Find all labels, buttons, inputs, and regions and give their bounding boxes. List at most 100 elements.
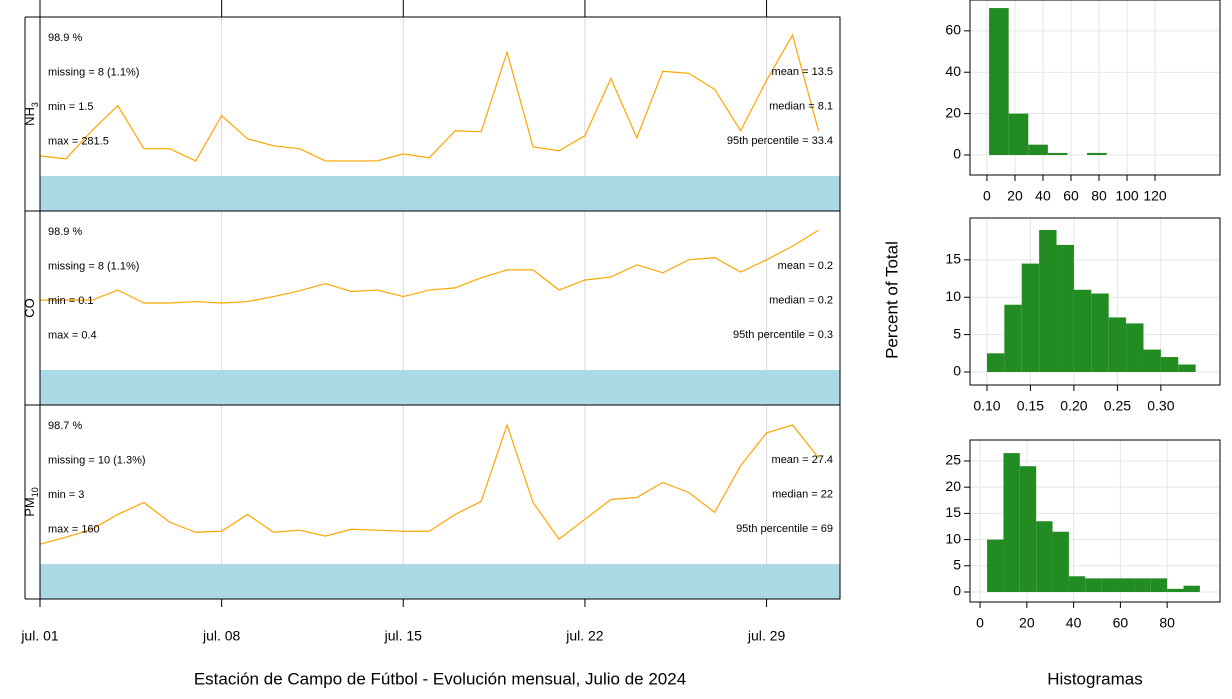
x-axis-title: Estación de Campo de Fútbol - Evolución …	[194, 669, 686, 688]
histogram-bar	[1036, 521, 1053, 592]
x-tick-label: 120	[1143, 188, 1167, 204]
x-tick-label: jul. 01	[20, 628, 59, 644]
histogram-bar	[1101, 578, 1119, 592]
plot-frame	[969, 439, 1221, 603]
panel-label-name: NH	[22, 107, 37, 126]
panel-label: NH3	[22, 102, 40, 126]
y-tick-label: 20	[945, 104, 961, 120]
capture-text: 98.9 %	[48, 226, 82, 238]
histogram-bar	[1004, 304, 1022, 372]
panel-label-name: PM	[22, 497, 37, 517]
data-capture-band	[40, 370, 840, 405]
panel-label-sub: 10	[30, 487, 40, 497]
histogram-bar	[1085, 578, 1102, 592]
y-tick-label: 0	[953, 583, 961, 599]
x-tick-label: 0	[983, 188, 991, 204]
stat-text: mean = 13.5	[772, 66, 833, 78]
stat-text: median = 0.2	[769, 294, 833, 306]
histogram-bar	[1150, 578, 1168, 592]
y-tick-label: 5	[953, 556, 961, 572]
stat-text: missing = 8 (1.1%)	[48, 66, 139, 78]
stat-text: min = 3	[48, 489, 84, 501]
panel-label: CO	[22, 298, 37, 318]
x-tick-label: jul. 22	[565, 628, 604, 644]
y-tick-label: 0	[953, 363, 961, 379]
y-tick-label: 20	[945, 478, 961, 494]
x-tick-label: 0.20	[1060, 398, 1087, 414]
stat-text: mean = 0.2	[778, 260, 833, 272]
histogram-bar	[1160, 357, 1179, 372]
x-axis-title: Histogramas	[1047, 669, 1142, 688]
histogram-bar	[986, 353, 1005, 372]
histogram-bar	[1183, 585, 1200, 592]
histogram-bar	[1178, 364, 1196, 372]
data-capture-band	[40, 176, 840, 211]
plot-frame	[969, 0, 1221, 176]
histogram-bar	[1087, 152, 1107, 156]
panel-label: PM10	[22, 487, 40, 517]
stat-text: min = 1.5	[48, 101, 94, 113]
histogram-bar	[1052, 531, 1069, 592]
x-tick-label: 100	[1115, 188, 1139, 204]
y-axis-title: Percent of Total	[882, 241, 901, 359]
y-tick-label: 0	[953, 146, 961, 162]
y-tick-label: 10	[945, 288, 961, 304]
panel-label-sub: 3	[30, 102, 40, 107]
x-tick-label: 40	[1066, 615, 1082, 631]
data-capture-band	[40, 564, 840, 599]
stat-text: missing = 8 (1.1%)	[48, 260, 139, 272]
stat-text: median = 8.1	[769, 100, 833, 112]
x-tick-label: 0.30	[1147, 398, 1174, 414]
y-tick-label: 25	[945, 452, 961, 468]
series-line	[40, 229, 819, 304]
stat-text: 95th percentile = 0.3	[733, 329, 833, 341]
series-line	[39, 423, 819, 545]
panel-label-name: CO	[22, 298, 37, 318]
histogram-bar	[1008, 113, 1029, 156]
x-tick-label: 80	[1159, 615, 1175, 631]
stat-text: max = 281.5	[48, 135, 109, 147]
x-tick-label: 20	[1019, 615, 1035, 631]
histogram-bar	[987, 539, 1004, 592]
stat-text: max = 0.4	[48, 329, 97, 341]
histogram-bar	[1056, 244, 1074, 372]
histogram-bar	[1039, 229, 1057, 372]
stat-text: 95th percentile = 69	[736, 523, 833, 535]
y-tick-label: 60	[945, 22, 961, 38]
x-tick-label: 0	[976, 615, 984, 631]
histogram-bar	[1068, 576, 1086, 592]
x-tick-label: jul. 29	[747, 628, 786, 644]
histogram-bar	[1047, 152, 1068, 156]
y-tick-label: 5	[953, 325, 961, 341]
histogram-bar	[989, 8, 1009, 156]
histogram-bar	[1167, 588, 1184, 592]
x-tick-label: 40	[1035, 188, 1051, 204]
histogram-bar	[1073, 289, 1092, 372]
x-tick-label: jul. 15	[384, 628, 423, 644]
stat-text: 95th percentile = 33.4	[727, 135, 833, 147]
stat-text: missing = 10 (1.3%)	[48, 454, 146, 466]
histogram-bar	[1021, 263, 1040, 372]
y-tick-label: 15	[945, 251, 961, 267]
capture-text: 98.7 %	[48, 420, 82, 432]
x-tick-label: 0.25	[1104, 398, 1131, 414]
capture-text: 98.9 %	[48, 32, 82, 44]
x-tick-label: 60	[1113, 615, 1129, 631]
stat-text: max = 160	[48, 523, 100, 535]
histogram-bar	[1028, 144, 1048, 156]
x-tick-label: jul. 08	[202, 628, 241, 644]
histogram-bar	[1019, 466, 1037, 592]
stat-text: min = 0.1	[48, 295, 94, 307]
stat-text: median = 22	[772, 488, 833, 500]
stat-text: mean = 27.4	[772, 454, 833, 466]
series-line	[39, 33, 820, 162]
x-tick-label: 0.15	[1017, 398, 1044, 414]
histogram-bar	[1091, 293, 1109, 372]
plot-frame	[39, 16, 841, 600]
plot-frame	[969, 217, 1221, 386]
histogram-bar	[1126, 323, 1144, 372]
y-tick-label: 40	[945, 63, 961, 79]
x-tick-label: 20	[1007, 188, 1023, 204]
